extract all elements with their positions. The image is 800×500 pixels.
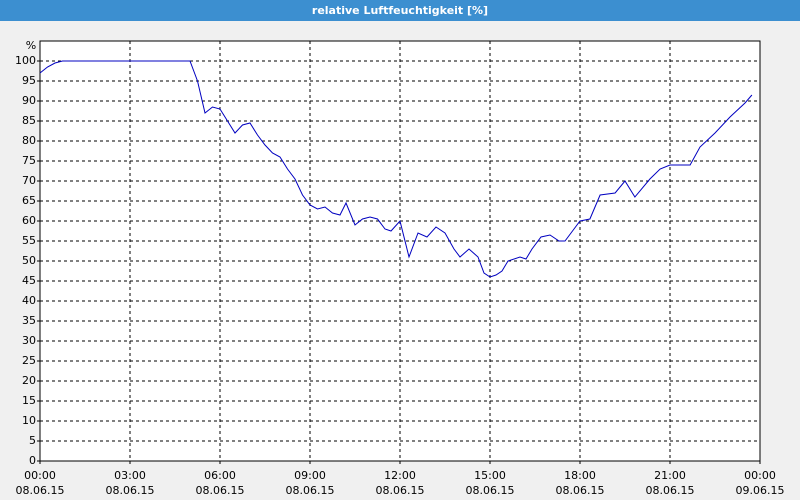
- y-tick-label: 15: [22, 394, 36, 407]
- y-tick-label: 0: [29, 454, 36, 467]
- title-bar: [0, 0, 800, 21]
- y-tick-label: 70: [22, 174, 36, 187]
- y-tick-label: 5: [29, 434, 36, 447]
- y-tick-label: 60: [22, 214, 36, 227]
- x-tick-label: 15:00: [474, 469, 506, 482]
- x-tick-label: 09:00: [294, 469, 326, 482]
- y-tick-label: 35: [22, 314, 36, 327]
- x-tick-date: 08.06.15: [286, 484, 335, 497]
- y-tick-label: 65: [22, 194, 36, 207]
- x-tick-date: 08.06.15: [106, 484, 155, 497]
- x-tick-date: 08.06.15: [196, 484, 245, 497]
- y-tick-label: 100: [15, 54, 36, 67]
- y-tick-label: 20: [22, 374, 36, 387]
- y-tick-label: 10: [22, 414, 36, 427]
- x-tick-label: 06:00: [204, 469, 236, 482]
- y-tick-label: 95: [22, 74, 36, 87]
- y-tick-label: 80: [22, 134, 36, 147]
- humidity-line: [39, 60, 753, 278]
- y-unit: %: [26, 39, 36, 52]
- y-tick-label: 45: [22, 274, 36, 287]
- y-tick-label: 50: [22, 254, 36, 267]
- x-tick-date: 08.06.15: [466, 484, 515, 497]
- y-tick-label: 40: [22, 294, 36, 307]
- plot-frame: [39, 40, 761, 462]
- x-tick-label: 03:00: [114, 469, 146, 482]
- y-tick-label: 90: [22, 94, 36, 107]
- x-tick-date: 08.06.15: [556, 484, 605, 497]
- x-tick-label: 21:00: [654, 469, 686, 482]
- y-tick-label: 25: [22, 354, 36, 367]
- x-tick-date: 09.06.15: [736, 484, 785, 497]
- x-tick-label: 00:00: [744, 469, 776, 482]
- y-tick-label: 30: [22, 334, 36, 347]
- x-tick-date: 08.06.15: [16, 484, 65, 497]
- y-tick-label: 55: [22, 234, 36, 247]
- x-tick-label: 00:00: [24, 469, 56, 482]
- x-tick-date: 08.06.15: [376, 484, 425, 497]
- x-tick-date: 08.06.15: [646, 484, 695, 497]
- y-tick-label: 85: [22, 114, 36, 127]
- x-tick-label: 18:00: [564, 469, 596, 482]
- y-tick-label: 75: [22, 154, 36, 167]
- x-tick-label: 12:00: [384, 469, 416, 482]
- chart-title: relative Luftfeuchtigkeit [%]: [312, 4, 488, 17]
